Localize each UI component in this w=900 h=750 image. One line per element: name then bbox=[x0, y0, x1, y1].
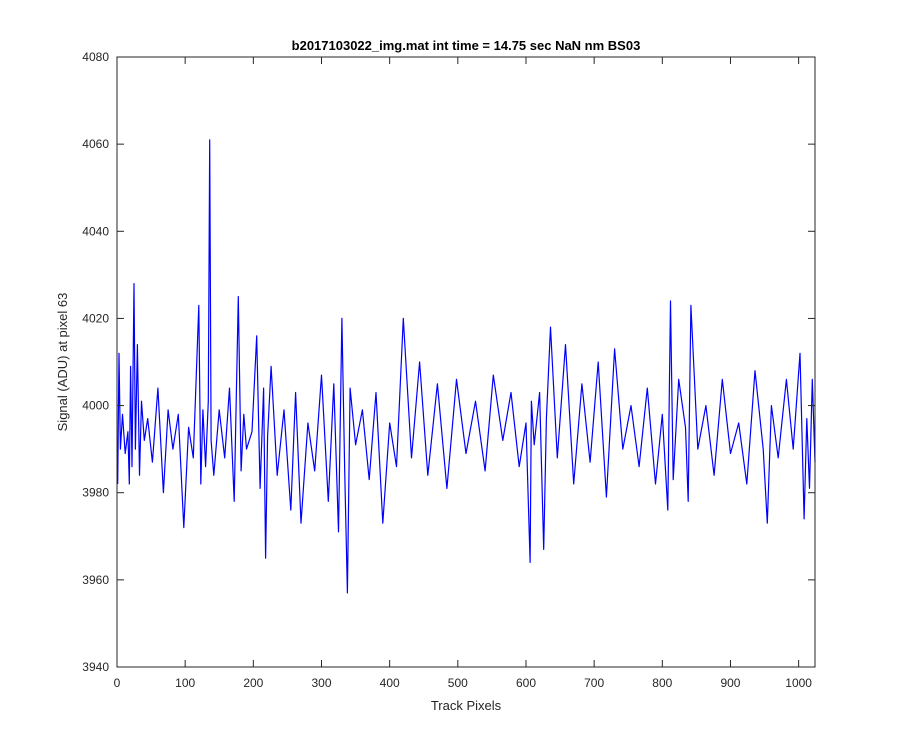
y-tick-label: 4080 bbox=[82, 50, 109, 64]
x-tick-label: 700 bbox=[584, 676, 604, 690]
y-tick-label: 3980 bbox=[82, 486, 109, 500]
series-line-0 bbox=[117, 139, 816, 594]
plot-area bbox=[117, 57, 815, 667]
chart-title: b2017103022_img.mat int time = 14.75 sec… bbox=[292, 38, 641, 53]
axes-box bbox=[116, 56, 816, 668]
tick-group: 0 100 200 300 400 500 600 700 800 900 1000 3940 3960… bbox=[82, 50, 815, 690]
y-tick-label: 4020 bbox=[82, 311, 109, 325]
x-tick-label: 100 bbox=[175, 676, 195, 690]
y-tick-label: 4000 bbox=[82, 399, 109, 413]
x-tick-label: 500 bbox=[448, 676, 468, 690]
x-tick-label: 800 bbox=[652, 676, 672, 690]
y-axis-label: Signal (ADU) at pixel 63 bbox=[55, 293, 70, 432]
y-tick-label: 3940 bbox=[82, 660, 109, 674]
x-tick-label: 0 bbox=[114, 676, 121, 690]
x-tick-label: 900 bbox=[720, 676, 740, 690]
x-tick-label: 600 bbox=[516, 676, 536, 690]
y-tick-label: 4040 bbox=[82, 224, 109, 238]
y-tick-label: 3960 bbox=[82, 573, 109, 587]
x-tick-label: 1000 bbox=[785, 676, 812, 690]
series-group bbox=[117, 139, 816, 594]
y-tick-label: 4060 bbox=[82, 137, 109, 151]
x-tick-label: 200 bbox=[243, 676, 263, 690]
x-axis-label: Track Pixels bbox=[431, 698, 502, 713]
x-tick-label: 400 bbox=[380, 676, 400, 690]
x-tick-label: 300 bbox=[311, 676, 331, 690]
